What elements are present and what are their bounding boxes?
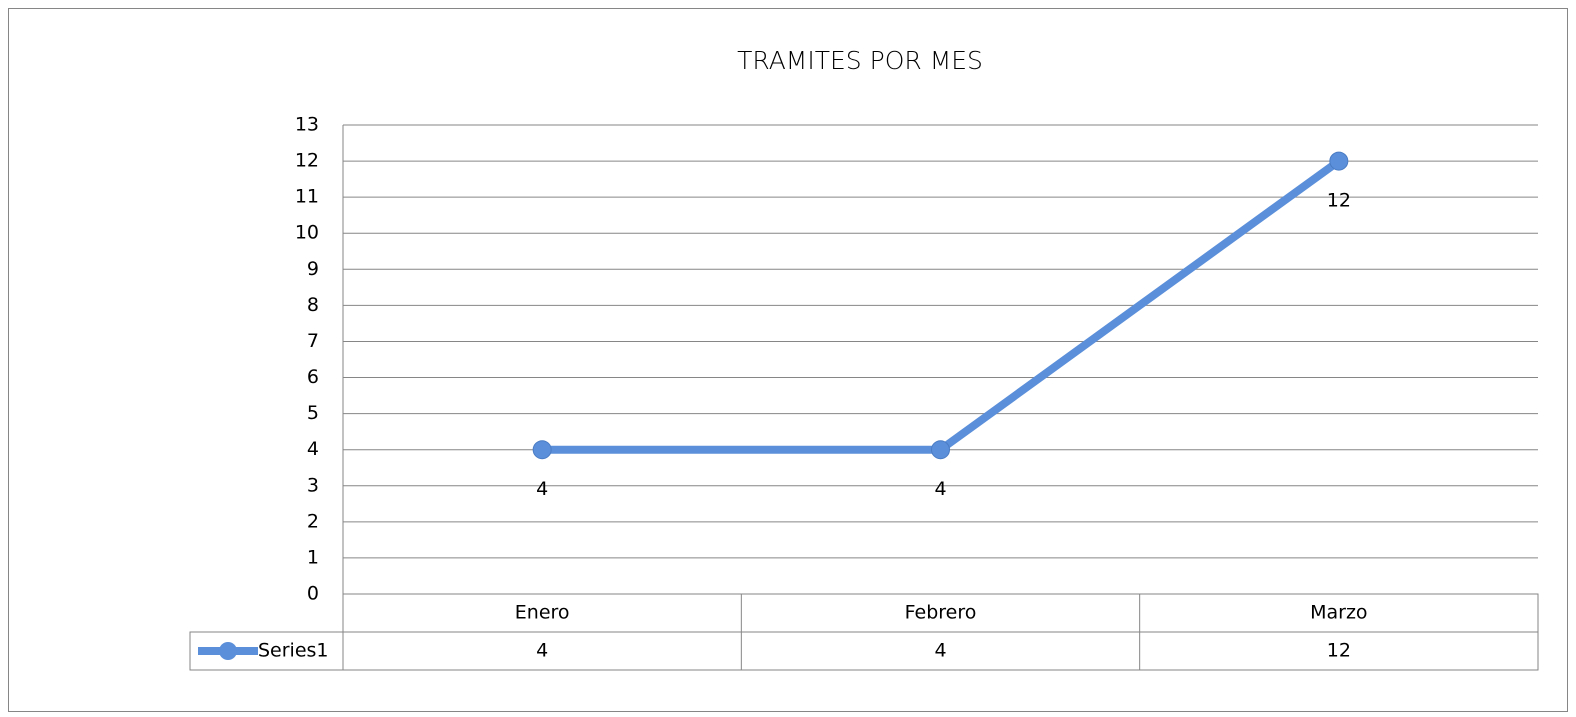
data-table-value: 4 — [934, 640, 946, 662]
y-tick-label: 9 — [307, 258, 319, 280]
y-tick-label: 5 — [307, 402, 319, 424]
y-tick-label: 12 — [295, 150, 319, 172]
marker — [1329, 151, 1349, 171]
y-tick-label: 6 — [307, 366, 319, 388]
legend-marker — [219, 642, 237, 660]
y-tick-label: 3 — [307, 474, 319, 496]
legend-label: Series1 — [258, 640, 329, 662]
data-table-values — [189, 631, 1539, 671]
data-label: 4 — [934, 478, 946, 500]
y-tick-label: 13 — [295, 114, 319, 136]
x-tick-label: Marzo — [1310, 602, 1367, 624]
data-label: 12 — [1327, 190, 1351, 212]
y-tick-label: 11 — [295, 186, 319, 208]
x-tick-label: Febrero — [905, 602, 977, 624]
y-tick-label: 1 — [307, 546, 319, 568]
y-tick-label: 7 — [307, 330, 319, 352]
y-tick-label: 2 — [307, 510, 319, 532]
y-tick-label: 4 — [307, 438, 319, 460]
data-label: 4 — [536, 478, 548, 500]
marker — [931, 440, 950, 460]
y-tick-label: 0 — [307, 583, 319, 605]
chart-title: TRAMITES POR MES — [737, 46, 983, 75]
marker — [532, 440, 552, 460]
data-table-value: 4 — [536, 640, 548, 662]
data-table-value: 12 — [1327, 640, 1351, 662]
x-tick-label: Enero — [515, 602, 570, 624]
y-tick-label: 10 — [295, 222, 319, 244]
y-tick-label: 8 — [307, 294, 319, 316]
